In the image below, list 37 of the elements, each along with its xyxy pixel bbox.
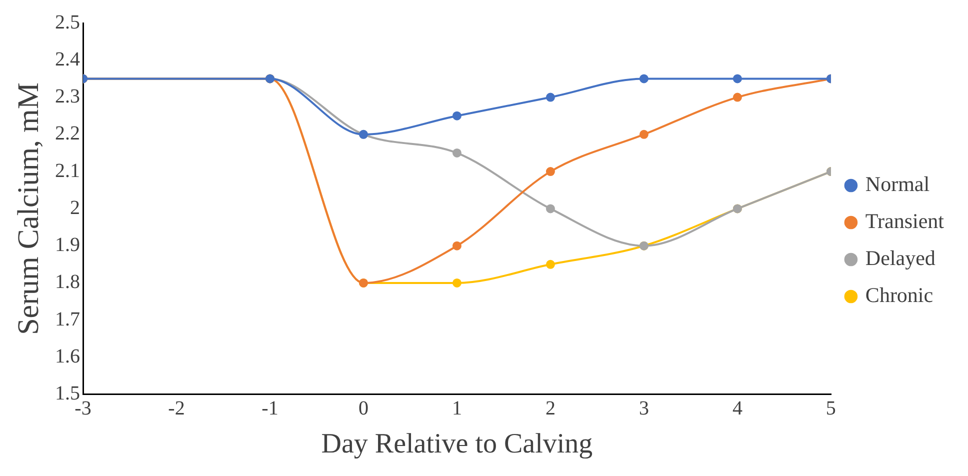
point <box>639 130 648 139</box>
y-tick-label: 2.1 <box>55 160 80 182</box>
x-tick-label: -2 <box>168 398 185 420</box>
y-tick-label: 2 <box>70 196 80 219</box>
point <box>452 111 462 120</box>
legend-label: Delayed <box>865 246 936 270</box>
y-axis-title: Serum Calcium, mM <box>12 82 45 335</box>
x-tick-label: 3 <box>638 398 649 420</box>
point <box>732 74 742 84</box>
x-tick-label: 1 <box>452 398 462 420</box>
point <box>546 167 555 176</box>
y-tick-label: 1.9 <box>55 234 80 256</box>
y-tick-label: 2.2 <box>55 122 80 145</box>
y-tick-label: 1.6 <box>55 346 80 368</box>
point <box>452 241 462 250</box>
x-tick-label: -1 <box>262 398 278 420</box>
legend-label: Transient <box>865 209 944 234</box>
y-tick-label: 1.8 <box>55 271 80 294</box>
y-tick-label: 2.4 <box>55 48 80 70</box>
x-tick-label: 4 <box>732 398 742 420</box>
y-tick-label: 2.3 <box>55 86 80 108</box>
legend-label: Normal <box>865 172 930 196</box>
y-tick-label: 2.5 <box>55 11 80 34</box>
y-tick-label: 1.5 <box>55 382 80 405</box>
point <box>546 260 555 269</box>
legend-label: Chronic <box>865 283 934 308</box>
x-tick-label: 5 <box>826 398 836 420</box>
y-tick-label: 1.7 <box>55 308 80 330</box>
point <box>546 92 555 102</box>
x-axis-title: Day Relative to Calving <box>321 428 593 460</box>
x-tick-label: 2 <box>545 398 556 420</box>
x-tick-label: 0 <box>358 398 368 420</box>
point <box>546 204 555 214</box>
point <box>452 278 462 288</box>
point <box>732 92 742 102</box>
point <box>452 148 462 158</box>
point <box>639 74 648 84</box>
